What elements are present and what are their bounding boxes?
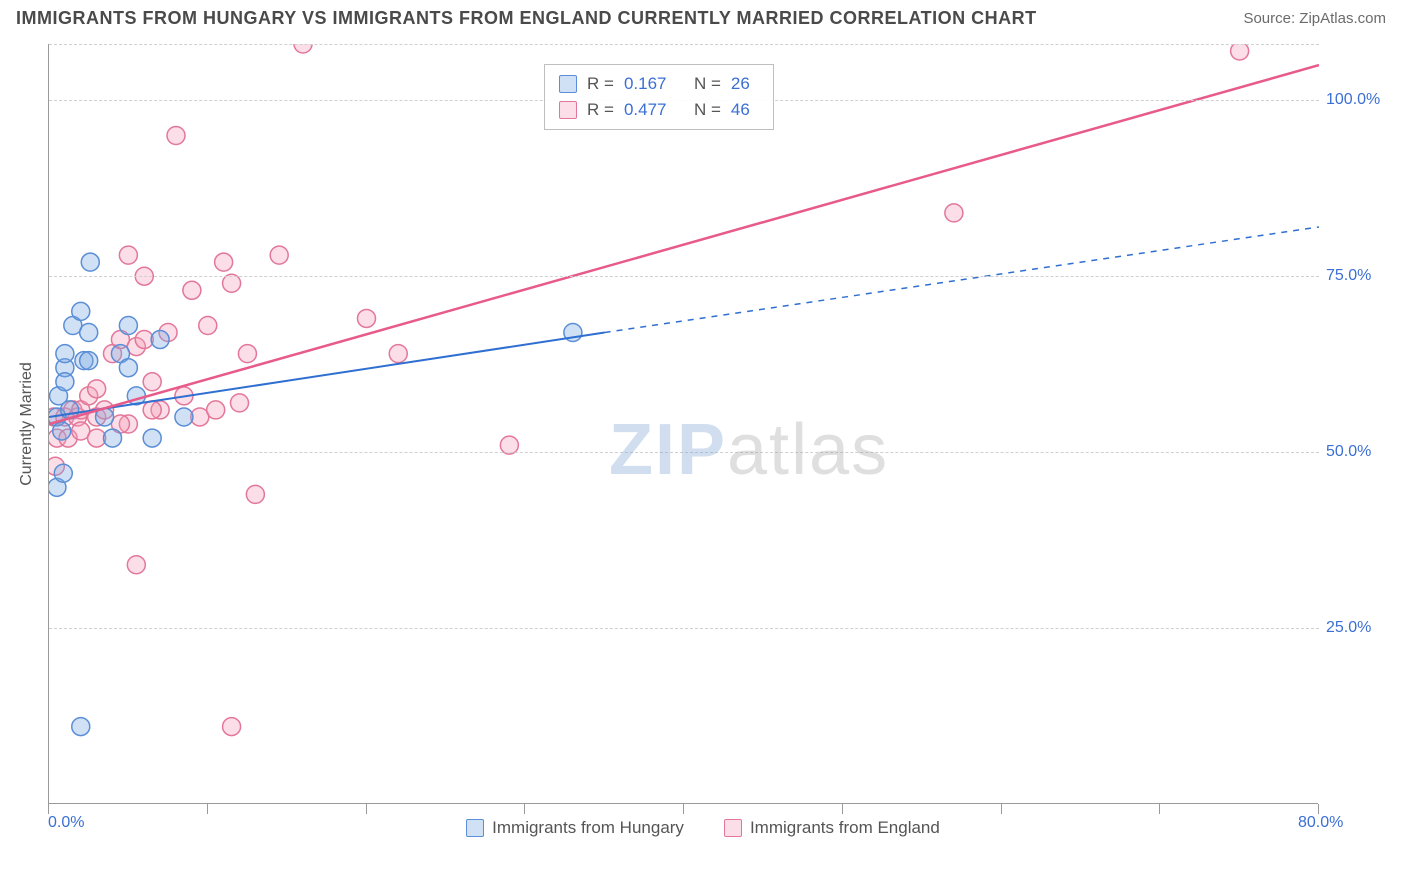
scatter-point [56, 373, 74, 391]
x-tick [207, 804, 208, 814]
scatter-point [119, 359, 137, 377]
scatter-point [88, 380, 106, 398]
scatter-point [72, 718, 90, 736]
scatter-point [231, 394, 249, 412]
x-tick [48, 804, 49, 814]
scatter-point [143, 401, 161, 419]
scatter-point [143, 373, 161, 391]
r-label: R = [587, 97, 614, 123]
gridline-h [49, 276, 1319, 277]
scatter-point [151, 331, 169, 349]
r-label: R = [587, 71, 614, 97]
plot-container: Currently Married ZIPatlasR = 0.167N = 2… [48, 44, 1388, 804]
x-tick [1318, 804, 1319, 814]
legend-item-hungary: Immigrants from Hungary [466, 818, 684, 838]
legend-swatch-hungary [466, 819, 484, 837]
scatter-point [143, 429, 161, 447]
y-tick-label: 75.0% [1326, 267, 1371, 285]
scatter-point [119, 316, 137, 334]
scatter-point [72, 422, 90, 440]
scatter-point [80, 324, 98, 342]
n-value: 26 [731, 71, 759, 97]
r-value: 0.167 [624, 71, 684, 97]
n-label: N = [694, 97, 721, 123]
scatter-point [54, 464, 72, 482]
x-tick [524, 804, 525, 814]
scatter-point [127, 556, 145, 574]
x-tick [683, 804, 684, 814]
trend-line [605, 227, 1319, 333]
y-tick-label: 50.0% [1326, 443, 1371, 461]
x-tick [1001, 804, 1002, 814]
scatter-point [215, 253, 233, 271]
source-label: Source: ZipAtlas.com [1243, 10, 1386, 27]
y-tick-label: 25.0% [1326, 619, 1371, 637]
gridline-h [49, 452, 1319, 453]
scatter-point [294, 44, 312, 53]
scatter-point [72, 302, 90, 320]
scatter-point [1231, 44, 1249, 60]
scatter-point [183, 281, 201, 299]
scatter-point [223, 718, 241, 736]
scatter-point [56, 345, 74, 363]
scatter-point [199, 316, 217, 334]
scatter-point [104, 429, 122, 447]
plot-area: ZIPatlasR = 0.167N = 26R = 0.477N = 46 [48, 44, 1318, 804]
r-value: 0.477 [624, 97, 684, 123]
scatter-point [81, 253, 99, 271]
scatter-point [119, 246, 137, 264]
correlation-legend: R = 0.167 N = 26 R = 0.477 N = 46 [544, 64, 774, 130]
x-tick [366, 804, 367, 814]
legend-swatch-england [724, 819, 742, 837]
correlation-legend-row: R = 0.167 N = 26 [559, 71, 759, 97]
gridline-h [49, 44, 1319, 45]
legend-swatch [559, 75, 577, 93]
scatter-point [270, 246, 288, 264]
chart-header: IMMIGRANTS FROM HUNGARY VS IMMIGRANTS FR… [0, 0, 1406, 33]
scatter-point [358, 309, 376, 327]
y-tick-label: 100.0% [1326, 91, 1380, 109]
scatter-point [53, 422, 71, 440]
x-tick [1159, 804, 1160, 814]
scatter-point [167, 126, 185, 144]
scatter-point [246, 485, 264, 503]
scatter-point [175, 408, 193, 426]
bottom-legend: Immigrants from Hungary Immigrants from … [0, 818, 1406, 838]
scatter-point [238, 345, 256, 363]
scatter-svg [49, 44, 1319, 804]
correlation-legend-row: R = 0.477 N = 46 [559, 97, 759, 123]
n-label: N = [694, 71, 721, 97]
scatter-point [945, 204, 963, 222]
legend-label-hungary: Immigrants from Hungary [492, 818, 684, 838]
x-tick [842, 804, 843, 814]
scatter-point [389, 345, 407, 363]
legend-swatch [559, 101, 577, 119]
gridline-h [49, 628, 1319, 629]
chart-title: IMMIGRANTS FROM HUNGARY VS IMMIGRANTS FR… [16, 8, 1037, 29]
legend-label-england: Immigrants from England [750, 818, 940, 838]
scatter-point [207, 401, 225, 419]
legend-item-england: Immigrants from England [724, 818, 940, 838]
y-axis-title: Currently Married [18, 362, 36, 486]
n-value: 46 [731, 97, 759, 123]
scatter-point [80, 352, 98, 370]
